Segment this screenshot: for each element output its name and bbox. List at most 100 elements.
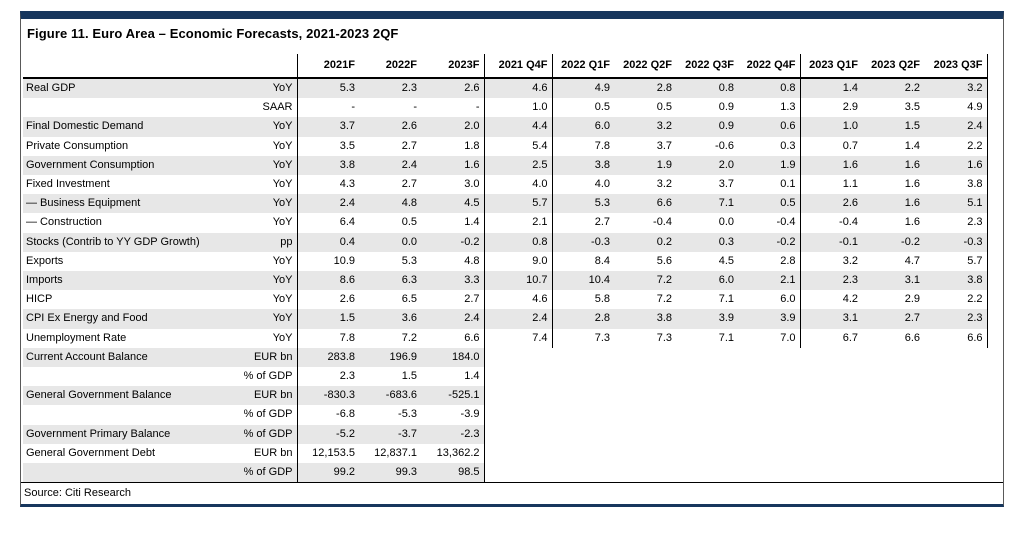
cell-value: -0.3 (551, 232, 614, 252)
cell-value: 0.9 (676, 117, 738, 137)
cell-value: 0.1 (780, 178, 796, 191)
cell-value: 98.5 (421, 463, 485, 483)
cell-value: 3.9 (676, 309, 738, 329)
blank-cell (484, 386, 987, 406)
cell-value: 6.5 (401, 293, 417, 306)
cell-value: -830.3 (296, 386, 359, 406)
column-header: 2021 Q4F (483, 54, 552, 79)
cell-value: 2.0 (676, 155, 738, 176)
row-unit: YoY (272, 139, 293, 152)
row-unit: YoY (272, 216, 293, 229)
row-label: HICP (26, 293, 53, 306)
cell-value: 99.3 (359, 463, 421, 483)
cell-value: 1.6 (904, 178, 920, 191)
row-unit: YoY (231, 309, 297, 329)
cell-value: 10.9 (296, 251, 359, 272)
cell-value: 3.2 (799, 251, 862, 272)
cell-value: 4.6 (483, 290, 552, 310)
cell-value: 1.6 (862, 194, 924, 214)
cell-value: 1.0 (799, 117, 862, 137)
cell-value: 0.9 (718, 101, 734, 114)
column-header: 2022 Q3F (676, 54, 738, 79)
cell-value: 1.5 (296, 309, 359, 329)
row-unit: % of GDP (243, 408, 293, 421)
cell-value: -0.6 (715, 139, 734, 152)
row-unit: SAAR (262, 101, 293, 114)
row-unit: YoY (272, 331, 293, 344)
cell-value: 4.5 (421, 194, 484, 214)
cell-value: 0.3 (780, 139, 796, 152)
cell-value: 7.1 (676, 194, 738, 214)
blank-cell (484, 405, 987, 425)
cell-value: 5.4 (483, 136, 552, 156)
cell-value: -525.1 (421, 386, 485, 406)
cell-value: 1.5 (862, 117, 924, 137)
cell-value: 99.2 (296, 463, 359, 483)
cell-value: 2.3 (924, 309, 988, 329)
cell-value: -0.1 (799, 232, 862, 252)
cell-value: 5.8 (551, 290, 614, 310)
cell-value: 0.2 (614, 232, 676, 252)
row-unit: YoY (231, 271, 297, 291)
cell-value: 4.9 (924, 98, 988, 118)
cell-value: 1.6 (862, 155, 924, 176)
cell-value: 2.7 (401, 139, 417, 152)
row-label (23, 405, 231, 424)
cell-value: 5.6 (656, 254, 672, 267)
cell-value: -0.3 (924, 232, 988, 252)
cell-value: 1.6 (421, 155, 484, 176)
cell-value: 7.2 (614, 271, 676, 291)
cell-value: 1.1 (799, 175, 862, 195)
row-label: Government Consumption (23, 155, 231, 176)
cell-value: 0.7 (799, 136, 862, 156)
row-unit: YoY (231, 194, 297, 214)
row-label: Final Domestic Demand (23, 117, 231, 137)
cell-value: 3.2 (656, 178, 672, 191)
cell-value: 10.4 (551, 271, 614, 291)
row-label (23, 367, 231, 386)
column-header: 2023F (421, 54, 484, 79)
cell-value: 6.7 (799, 328, 862, 348)
table-row: Stocks (Contrib to YY GDP Growth) pp 0.4 0.… (23, 232, 988, 252)
cell-value: 3.3 (421, 271, 484, 291)
cell-value: -3.9 (421, 405, 485, 425)
cell-value: -0.2 (862, 232, 924, 252)
cell-value: - (296, 98, 359, 118)
cell-value: 2.8 (614, 78, 676, 99)
cell-value: 1.6 (924, 155, 988, 176)
cell-value: 6.4 (296, 213, 359, 233)
table-row: — Construction YoY 6.4 0.5 1.4 2.1 2.7 -0.4 0.0 -… (23, 213, 988, 233)
column-header: 2022 Q1F (551, 54, 614, 79)
row-unit: YoY (231, 78, 297, 99)
cell-value: 4.9 (551, 78, 614, 99)
row-label: — Business Equipment (23, 194, 231, 214)
cell-value: 0.3 (676, 232, 738, 252)
cell-value: 6.6 (904, 331, 920, 344)
cell-value: 3.5 (904, 101, 920, 114)
cell-value: 2.3 (296, 367, 359, 387)
cell-value: 12,153.5 (296, 443, 359, 464)
cell-value: - (475, 101, 480, 114)
cell-value: 7.1 (718, 293, 734, 306)
cell-value: 3.9 (738, 309, 800, 329)
cell-value: 1.9 (738, 155, 800, 176)
row-unit: YoY (272, 254, 293, 267)
cell-value: 4.8 (359, 194, 421, 214)
cell-value: 0.4 (296, 232, 359, 252)
cell-value: 2.7 (862, 309, 924, 329)
cell-value: 3.8 (614, 309, 676, 329)
cell-value: 0.6 (738, 117, 800, 137)
row-label: General Government Debt (26, 446, 156, 459)
cell-value: 1.8 (464, 139, 480, 152)
cell-value: -0.4 (653, 216, 672, 229)
cell-value: 1.4 (904, 139, 920, 152)
row-label (23, 463, 231, 483)
column-header: 2022 Q2F (614, 54, 676, 79)
cell-value: 3.6 (359, 309, 421, 329)
cell-value: 0.8 (676, 78, 738, 99)
cell-value: 2.6 (296, 290, 359, 310)
cell-value: 7.8 (551, 136, 614, 156)
cell-value: -5.3 (398, 408, 417, 421)
cell-value: 7.8 (296, 328, 359, 348)
cell-value: 2.8 (551, 309, 614, 329)
